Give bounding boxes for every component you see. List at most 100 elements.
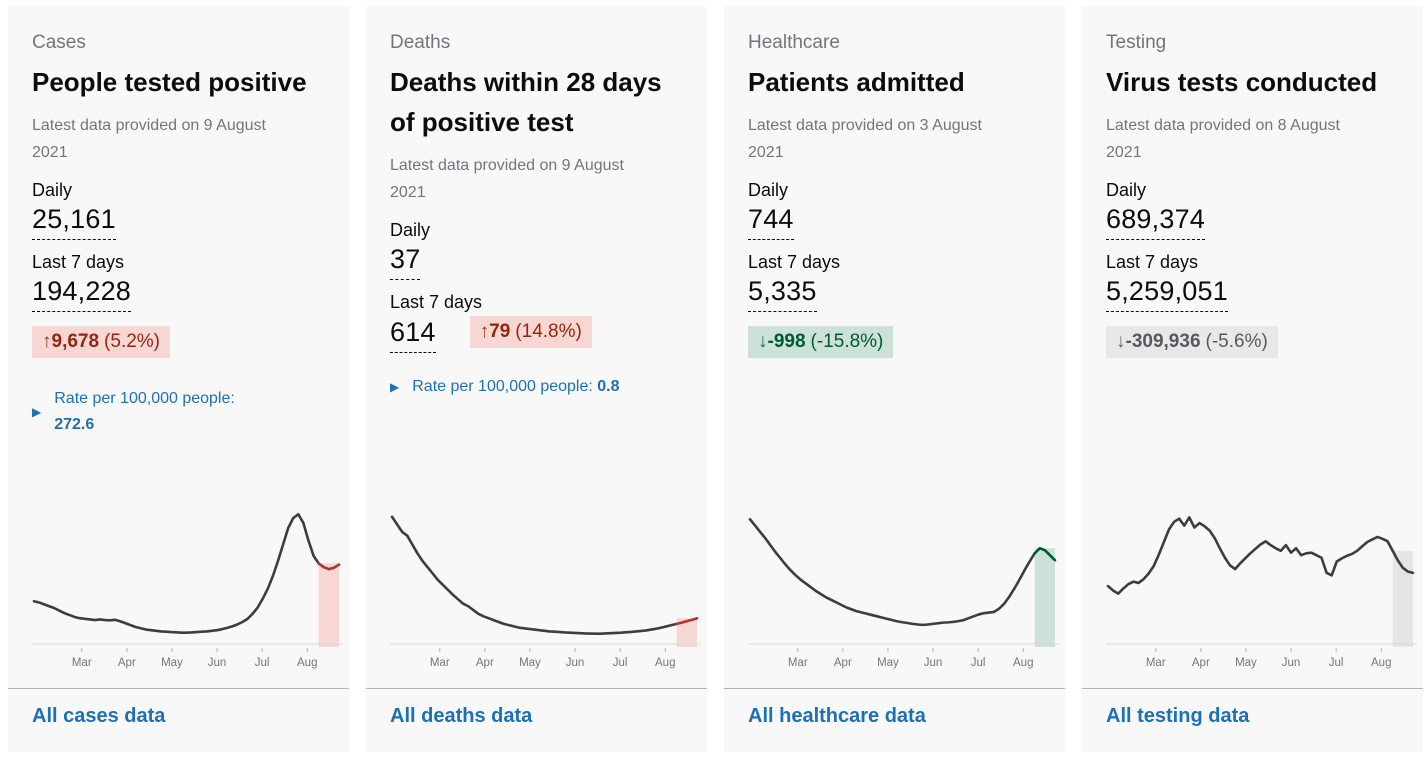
rate-text: Rate per 100,000 people: 0.8 xyxy=(412,374,619,400)
svg-text:Apr: Apr xyxy=(118,657,136,669)
all-cases-data-link[interactable]: All cases data xyxy=(32,705,166,727)
change-percent: (-15.8%) xyxy=(810,331,884,352)
daily-stat: Daily 37 xyxy=(390,220,683,280)
daily-value: 689,374 xyxy=(1106,204,1205,240)
all-healthcare-data-link[interactable]: All healthcare data xyxy=(748,705,926,727)
daily-value: 744 xyxy=(748,204,794,240)
trend-down-arrow-icon: ↓ xyxy=(758,331,768,352)
sparkline-chart: Mar Apr May Jun Jul Aug xyxy=(748,518,1059,669)
summary-card-testing: Testing Virus tests conducted Latest dat… xyxy=(1082,6,1423,752)
summary-card-deaths: Deaths Deaths within 28 days of positive… xyxy=(366,6,707,752)
change-badge: ↑9,678 (5.2%) xyxy=(32,326,171,358)
last-updated-text: Latest data provided on 8 August 2021 xyxy=(1106,117,1340,161)
deaths-trend-chart: Mar Apr May Jun Jul Aug xyxy=(366,505,707,676)
sparkline-chart: Mar Apr May Jun Jul Aug xyxy=(1106,516,1417,669)
trend-up-arrow-icon: ↑ xyxy=(42,331,52,352)
svg-text:May: May xyxy=(161,657,183,669)
svg-text:Jun: Jun xyxy=(566,657,585,669)
svg-text:May: May xyxy=(519,657,541,669)
last7-stat: Last 7 days 614 ↑79 (14.8%) xyxy=(390,292,683,354)
svg-text:May: May xyxy=(1235,657,1257,669)
svg-text:Jul: Jul xyxy=(1329,657,1344,669)
daily-label: Daily xyxy=(390,220,431,240)
last-updated-text: Latest data provided on 9 August 2021 xyxy=(32,117,266,161)
svg-text:Jun: Jun xyxy=(208,657,227,669)
change-badge: ↓-309,936 (-5.6%) xyxy=(1106,326,1278,358)
svg-text:Mar: Mar xyxy=(1146,657,1166,669)
all-deaths-data-link[interactable]: All deaths data xyxy=(390,705,533,727)
card-title: People tested positive xyxy=(32,67,307,97)
svg-text:Apr: Apr xyxy=(476,657,494,669)
rate-per-100k-toggle[interactable]: ▶ Rate per 100,000 people: 0.8 xyxy=(390,374,683,400)
change-value: 79 xyxy=(489,321,511,342)
daily-stat: Daily 689,374 xyxy=(1106,180,1399,240)
change-value: -998 xyxy=(767,331,806,352)
card-category: Testing xyxy=(1106,32,1167,53)
last7-label: Last 7 days xyxy=(1106,252,1199,272)
daily-label: Daily xyxy=(1106,180,1147,200)
daily-value: 37 xyxy=(390,244,421,280)
last7-label: Last 7 days xyxy=(390,292,483,312)
svg-text:Aug: Aug xyxy=(655,657,675,669)
card-category: Deaths xyxy=(390,32,451,53)
summary-card-cases: Cases People tested positive Latest data… xyxy=(8,6,349,752)
svg-text:Aug: Aug xyxy=(297,657,317,669)
summary-card-healthcare: Healthcare Patients admitted Latest data… xyxy=(724,6,1065,752)
details-arrow-icon: ▶ xyxy=(32,405,42,419)
rate-label: Rate per 100,000 people: xyxy=(412,378,593,395)
card-category: Healthcare xyxy=(748,32,840,53)
svg-text:Aug: Aug xyxy=(1371,657,1391,669)
sparkline-chart: Mar Apr May Jun Jul Aug xyxy=(32,512,343,669)
last7-label: Last 7 days xyxy=(748,252,841,272)
testing-trend-chart: Mar Apr May Jun Jul Aug xyxy=(1082,505,1423,676)
trend-down-arrow-icon: ↓ xyxy=(1116,331,1126,352)
rate-value: 272.6 xyxy=(54,416,95,433)
last7-value: 5,335 xyxy=(748,276,817,312)
change-badge: ↑79 (14.8%) xyxy=(469,316,592,348)
card-footer: All cases data xyxy=(8,688,349,752)
last7-stat: Last 7 days 5,259,051 xyxy=(1106,252,1399,312)
last7-stat: Last 7 days 5,335 xyxy=(748,252,1041,312)
cases-trend-chart: Mar Apr May Jun Jul Aug xyxy=(8,505,349,676)
card-footer: All healthcare data xyxy=(724,688,1065,752)
rate-value: 0.8 xyxy=(597,378,620,395)
card-category: Cases xyxy=(32,32,86,53)
last-updated-text: Latest data provided on 3 August 2021 xyxy=(748,117,982,161)
last7-value: 194,228 xyxy=(32,276,131,312)
last7-value: 614 xyxy=(390,317,436,353)
daily-stat: Daily 744 xyxy=(748,180,1041,240)
change-percent: (14.8%) xyxy=(515,321,582,342)
svg-text:Jul: Jul xyxy=(255,657,270,669)
svg-text:Apr: Apr xyxy=(834,657,852,669)
last7-stat: Last 7 days 194,228 xyxy=(32,252,325,312)
card-title: Deaths within 28 days of positive test xyxy=(390,67,662,137)
rate-label: Rate per 100,000 people: xyxy=(54,390,235,407)
daily-label: Daily xyxy=(32,180,73,200)
all-testing-data-link[interactable]: All testing data xyxy=(1106,705,1250,727)
card-title: Virus tests conducted xyxy=(1106,67,1378,97)
svg-text:Mar: Mar xyxy=(788,657,808,669)
change-value: -309,936 xyxy=(1125,331,1201,352)
last-updated-text: Latest data provided on 9 August 2021 xyxy=(390,157,624,201)
change-value: 9,678 xyxy=(51,331,100,352)
daily-stat: Daily 25,161 xyxy=(32,180,325,240)
card-footer: All testing data xyxy=(1082,688,1423,752)
last7-label: Last 7 days xyxy=(32,252,125,272)
svg-text:Mar: Mar xyxy=(72,657,92,669)
svg-text:Aug: Aug xyxy=(1013,657,1033,669)
svg-text:Jul: Jul xyxy=(971,657,986,669)
last7-value: 5,259,051 xyxy=(1106,276,1228,312)
card-footer: All deaths data xyxy=(366,688,707,752)
rate-text: Rate per 100,000 people: 272.6 xyxy=(54,386,235,438)
healthcare-trend-chart: Mar Apr May Jun Jul Aug xyxy=(724,505,1065,676)
svg-text:Jun: Jun xyxy=(924,657,943,669)
daily-value: 25,161 xyxy=(32,204,116,240)
change-badge: ↓-998 (-15.8%) xyxy=(748,326,894,358)
rate-per-100k-toggle[interactable]: ▶ Rate per 100,000 people: 272.6 xyxy=(32,386,325,438)
daily-label: Daily xyxy=(748,180,789,200)
svg-text:Jul: Jul xyxy=(613,657,628,669)
card-title: Patients admitted xyxy=(748,67,965,97)
details-arrow-icon: ▶ xyxy=(390,380,400,394)
change-percent: (5.2%) xyxy=(104,331,161,352)
